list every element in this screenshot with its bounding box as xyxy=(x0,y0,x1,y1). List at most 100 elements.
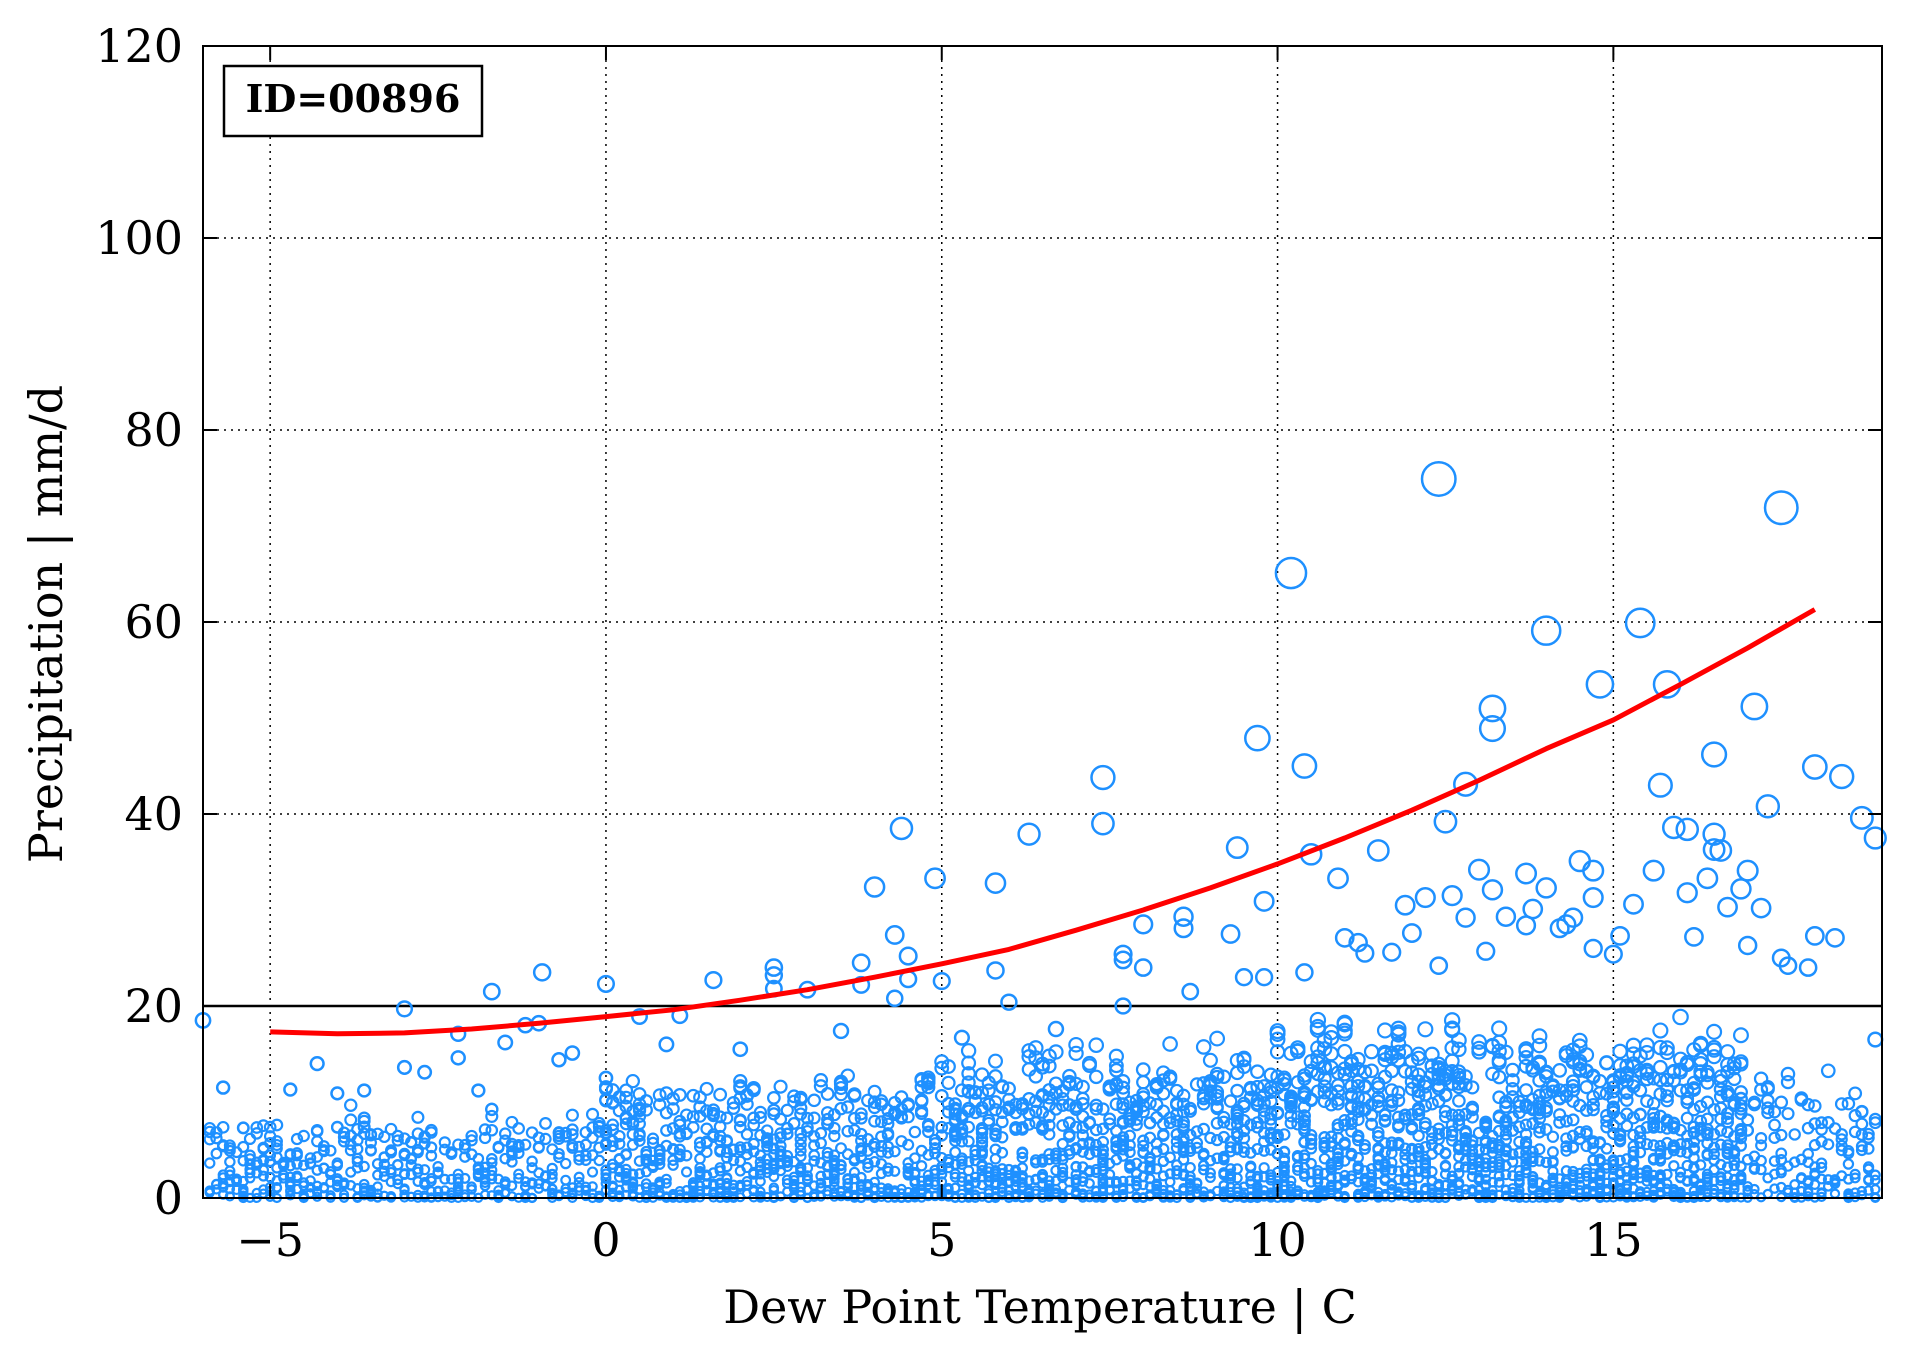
data-point xyxy=(808,1155,820,1167)
data-point xyxy=(653,1148,666,1161)
data-point xyxy=(961,1104,976,1118)
data-point xyxy=(304,1152,317,1164)
data-point xyxy=(1499,1100,1513,1114)
data-point xyxy=(1050,1164,1062,1177)
data-point xyxy=(236,1121,250,1135)
data-point xyxy=(989,1127,1002,1140)
data-point xyxy=(1696,867,1719,890)
data-point xyxy=(1659,1044,1675,1061)
data-point xyxy=(1137,1161,1149,1173)
data-point xyxy=(1748,1162,1761,1174)
data-point xyxy=(1728,1179,1740,1191)
data-point xyxy=(344,1144,357,1157)
data-point xyxy=(1763,490,1799,526)
data-point xyxy=(693,1090,707,1105)
data-point xyxy=(1158,1184,1169,1196)
data-point xyxy=(1178,1168,1190,1180)
data-point xyxy=(1512,1099,1527,1113)
data-point xyxy=(378,1165,390,1177)
data-point xyxy=(1189,1077,1205,1092)
data-point xyxy=(519,1138,532,1151)
data-point xyxy=(1418,1099,1433,1113)
data-point xyxy=(485,1109,499,1123)
data-point xyxy=(842,1174,854,1185)
data-point xyxy=(466,1191,477,1202)
data-point xyxy=(1855,1105,1869,1119)
data-point xyxy=(1418,1117,1432,1130)
data-point xyxy=(727,1143,740,1156)
data-point xyxy=(1583,938,1603,959)
data-point xyxy=(1292,1161,1304,1173)
data-point xyxy=(1848,1086,1863,1101)
data-point xyxy=(885,989,904,1008)
data-point xyxy=(1056,1119,1070,1132)
data-point xyxy=(1673,1083,1688,1098)
data-point xyxy=(1455,907,1476,928)
data-point xyxy=(1688,1190,1700,1202)
data-point xyxy=(1325,1140,1338,1153)
data-point xyxy=(1257,1104,1271,1118)
data-point xyxy=(874,1094,889,1108)
data-point xyxy=(1479,1119,1493,1133)
data-point xyxy=(672,1087,687,1102)
data-point xyxy=(1379,1157,1391,1170)
data-point xyxy=(257,1142,270,1155)
data-point xyxy=(1633,1108,1647,1122)
data-point xyxy=(1414,886,1436,909)
data-point xyxy=(1257,1110,1271,1124)
data-point xyxy=(929,1142,942,1155)
data-point xyxy=(1862,1131,1875,1144)
data-point xyxy=(755,1175,766,1187)
data-point xyxy=(788,1174,800,1186)
data-point xyxy=(633,1155,646,1167)
data-point xyxy=(1357,1064,1373,1080)
data-point xyxy=(894,1110,909,1124)
data-point xyxy=(1491,1055,1507,1071)
data-point xyxy=(1562,907,1584,928)
data-point xyxy=(1476,941,1496,961)
data-point xyxy=(1552,1063,1567,1078)
data-point xyxy=(1217,1115,1231,1129)
data-point xyxy=(706,1103,721,1117)
data-point xyxy=(807,1111,821,1125)
data-point xyxy=(1720,1084,1735,1099)
data-point xyxy=(1734,1098,1748,1113)
data-point xyxy=(1230,1111,1244,1125)
data-point xyxy=(984,872,1007,894)
data-point xyxy=(1849,805,1874,830)
data-point xyxy=(486,1173,498,1185)
data-point xyxy=(801,1162,814,1174)
data-point xyxy=(1525,1092,1540,1107)
data-point xyxy=(754,1161,767,1173)
data-point xyxy=(411,1110,425,1124)
data-point xyxy=(989,1123,1002,1137)
data-point xyxy=(1230,1083,1245,1098)
data-point xyxy=(828,1149,841,1162)
data-point xyxy=(1070,1161,1082,1173)
data-point xyxy=(1111,1190,1122,1201)
data-point xyxy=(1371,1094,1386,1109)
data-point xyxy=(1736,859,1759,882)
data-point xyxy=(986,961,1005,980)
data-point xyxy=(1586,1097,1600,1112)
data-point xyxy=(217,1182,229,1193)
data-point xyxy=(1210,1133,1224,1147)
data-point xyxy=(596,974,616,993)
data-point xyxy=(733,1074,748,1089)
data-point xyxy=(1258,1135,1271,1148)
data-point xyxy=(224,1191,235,1202)
data-point xyxy=(949,1182,961,1194)
data-point xyxy=(250,1156,263,1169)
data-point xyxy=(741,1148,753,1161)
data-point xyxy=(1364,1063,1379,1079)
data-point xyxy=(324,1144,337,1157)
data-point xyxy=(405,1153,417,1165)
data-point xyxy=(1197,1122,1211,1136)
data-point xyxy=(767,1142,780,1155)
data-point xyxy=(915,1106,929,1121)
data-point xyxy=(1769,1183,1780,1194)
data-point xyxy=(1336,1022,1353,1039)
data-point xyxy=(801,1121,814,1134)
data-point xyxy=(921,1074,936,1090)
data-point xyxy=(1547,1172,1559,1184)
